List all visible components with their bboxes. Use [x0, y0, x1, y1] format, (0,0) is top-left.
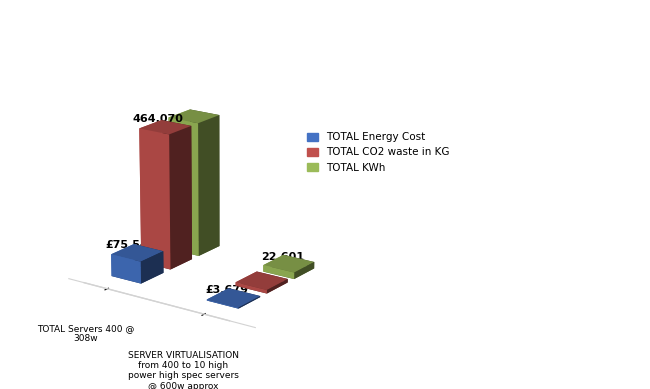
Legend: TOTAL Energy Cost, TOTAL CO2 waste in KG, TOTAL KWh: TOTAL Energy Cost, TOTAL CO2 waste in KG… — [304, 128, 454, 177]
